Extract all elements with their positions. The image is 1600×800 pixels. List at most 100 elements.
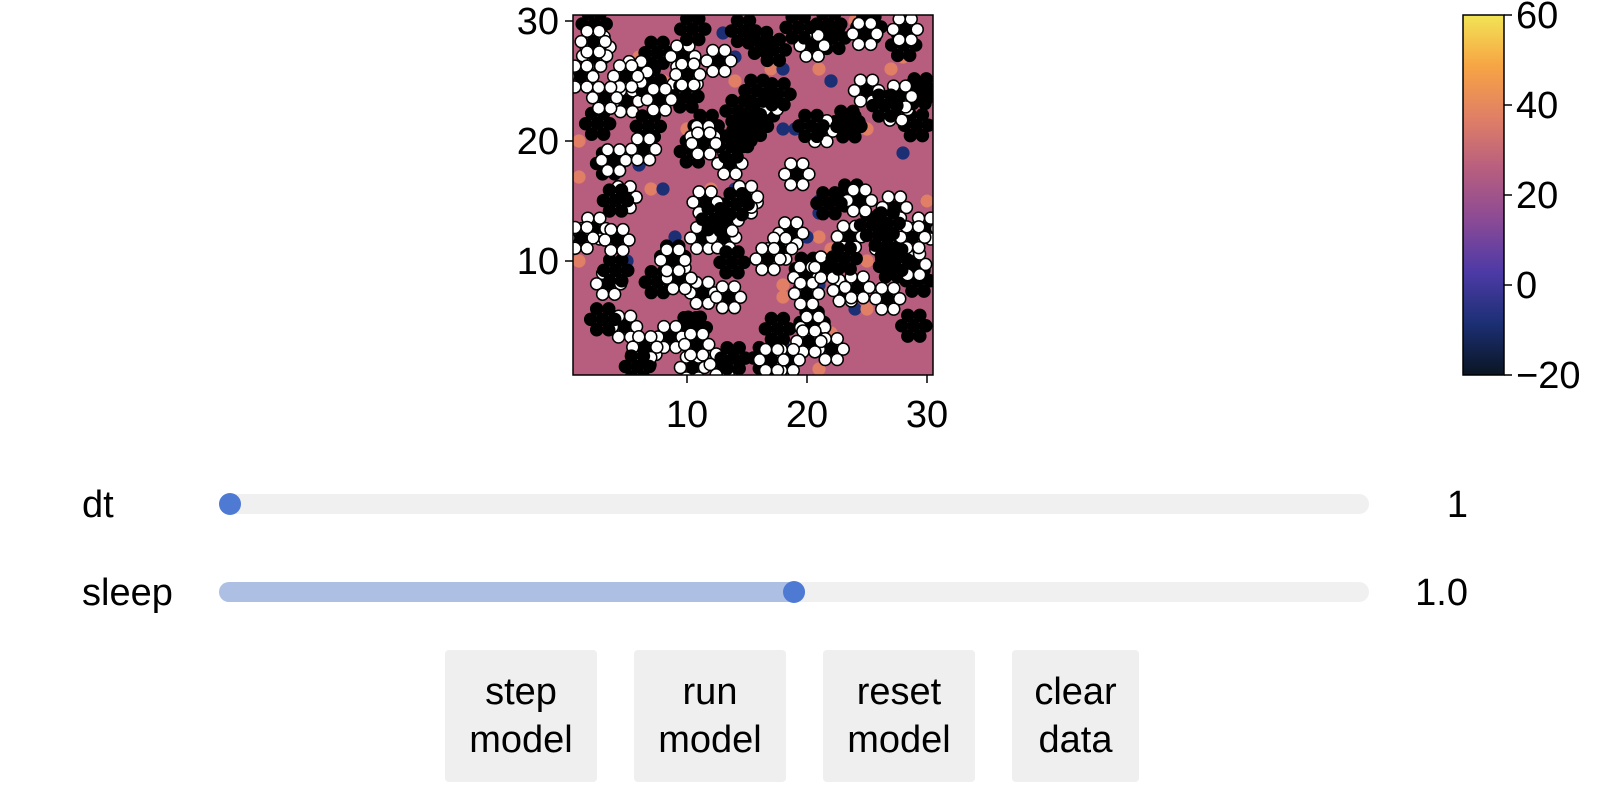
agent-marker <box>856 290 870 305</box>
agent-marker <box>836 219 851 234</box>
agent-marker <box>707 212 721 226</box>
agent-marker <box>764 311 779 326</box>
agent-marker <box>630 132 645 146</box>
agent-marker <box>837 251 851 266</box>
agent-cluster <box>674 15 712 47</box>
agent-marker <box>791 20 805 35</box>
agent-marker <box>635 109 650 123</box>
agent-marker <box>785 15 799 24</box>
agent-marker <box>830 352 844 367</box>
x-tick-label: 20 <box>786 394 828 436</box>
agent-marker <box>687 78 701 92</box>
agent-marker <box>822 196 836 211</box>
reset-model-label-line1: reset <box>856 671 942 713</box>
slider-dt-knob[interactable] <box>219 493 241 515</box>
agent-marker <box>820 20 834 35</box>
clear-data-button[interactable]: clear data <box>1012 650 1139 782</box>
agent-marker <box>701 202 715 216</box>
agent-marker <box>666 253 680 268</box>
agent-cluster <box>754 32 793 68</box>
agent-marker <box>816 186 830 200</box>
agent-marker <box>608 193 623 208</box>
agent-marker <box>719 245 733 259</box>
step-model-label-line1: step <box>485 671 557 713</box>
slider-dt[interactable] <box>219 493 1369 515</box>
agent-marker <box>730 15 745 28</box>
slider-sleep-knob[interactable] <box>783 581 805 603</box>
agent-marker <box>904 33 918 47</box>
agent-cluster <box>868 281 907 316</box>
agent-marker <box>642 152 657 167</box>
colorbar-tick-label: 0 <box>1516 265 1537 307</box>
agent-cluster <box>654 243 692 278</box>
agent-cluster <box>876 242 915 278</box>
plot-area: 10 20 30 10 20 30 60 40 20 0 −20 <box>517 0 1581 436</box>
agent-marker <box>917 284 931 298</box>
agent-marker <box>793 260 807 274</box>
slider-sleep-value: 1.0 <box>1415 572 1468 614</box>
agent-marker <box>735 207 749 222</box>
slider-sleep[interactable] <box>219 581 1369 603</box>
agent-marker <box>729 167 743 181</box>
colorbar: 60 40 20 0 −20 <box>1462 0 1580 397</box>
agent-marker <box>695 348 710 362</box>
agent-marker <box>753 128 768 143</box>
agent-marker <box>850 280 864 295</box>
agent-marker <box>590 117 605 131</box>
heat-cell <box>776 278 790 292</box>
x-tick-label: 10 <box>666 394 708 436</box>
agent-cluster <box>669 57 707 92</box>
agent-marker <box>804 119 818 133</box>
y-axis: 10 20 30 <box>517 1 573 283</box>
agent-marker <box>731 104 745 118</box>
agent-marker <box>703 147 717 161</box>
agent-marker <box>852 193 867 208</box>
agent-marker <box>720 340 734 355</box>
agent-cluster <box>640 82 679 117</box>
agent-marker <box>644 265 659 279</box>
agent-marker <box>882 242 897 257</box>
run-model-button[interactable]: run model <box>634 650 786 782</box>
agent-cluster <box>787 276 826 311</box>
agent-cluster <box>749 241 787 277</box>
agent-cluster <box>758 311 797 347</box>
agent-marker <box>778 216 792 230</box>
agent-cluster <box>596 183 635 218</box>
agent-marker <box>725 255 739 270</box>
agent-marker <box>660 243 674 257</box>
agent-cluster <box>719 93 757 129</box>
agent-marker <box>805 297 820 311</box>
agent-marker <box>632 329 646 344</box>
agent-cluster <box>585 80 624 115</box>
agent-marker <box>886 227 900 241</box>
agent-cluster <box>574 24 612 59</box>
agent-marker <box>658 103 673 117</box>
agent-marker <box>744 73 758 88</box>
step-model-button[interactable]: step model <box>445 650 597 782</box>
agent-marker <box>685 360 700 375</box>
agent-cluster <box>868 206 906 241</box>
agent-marker <box>715 280 730 294</box>
agent-marker <box>771 87 785 102</box>
reset-model-button[interactable]: reset model <box>823 650 975 782</box>
heat-cell <box>573 134 586 148</box>
agent-cluster <box>685 126 723 161</box>
agent-marker <box>880 291 895 306</box>
agent-marker <box>612 59 627 73</box>
agent-marker <box>761 252 775 266</box>
agent-marker <box>797 31 811 45</box>
agent-marker <box>657 319 671 334</box>
agent-marker <box>913 329 927 343</box>
agent-marker <box>680 15 694 26</box>
agent-marker <box>863 37 878 52</box>
heat-cell <box>776 122 790 136</box>
colorbar-tick-label: 60 <box>1516 0 1558 37</box>
agent-marker <box>832 41 846 56</box>
agent-cluster <box>713 245 751 280</box>
agent-cluster <box>700 43 738 79</box>
agent-marker <box>766 43 781 57</box>
agent-marker <box>770 363 785 375</box>
agent-cluster <box>594 143 633 178</box>
agent-marker <box>881 190 896 204</box>
agent-marker <box>580 24 594 38</box>
